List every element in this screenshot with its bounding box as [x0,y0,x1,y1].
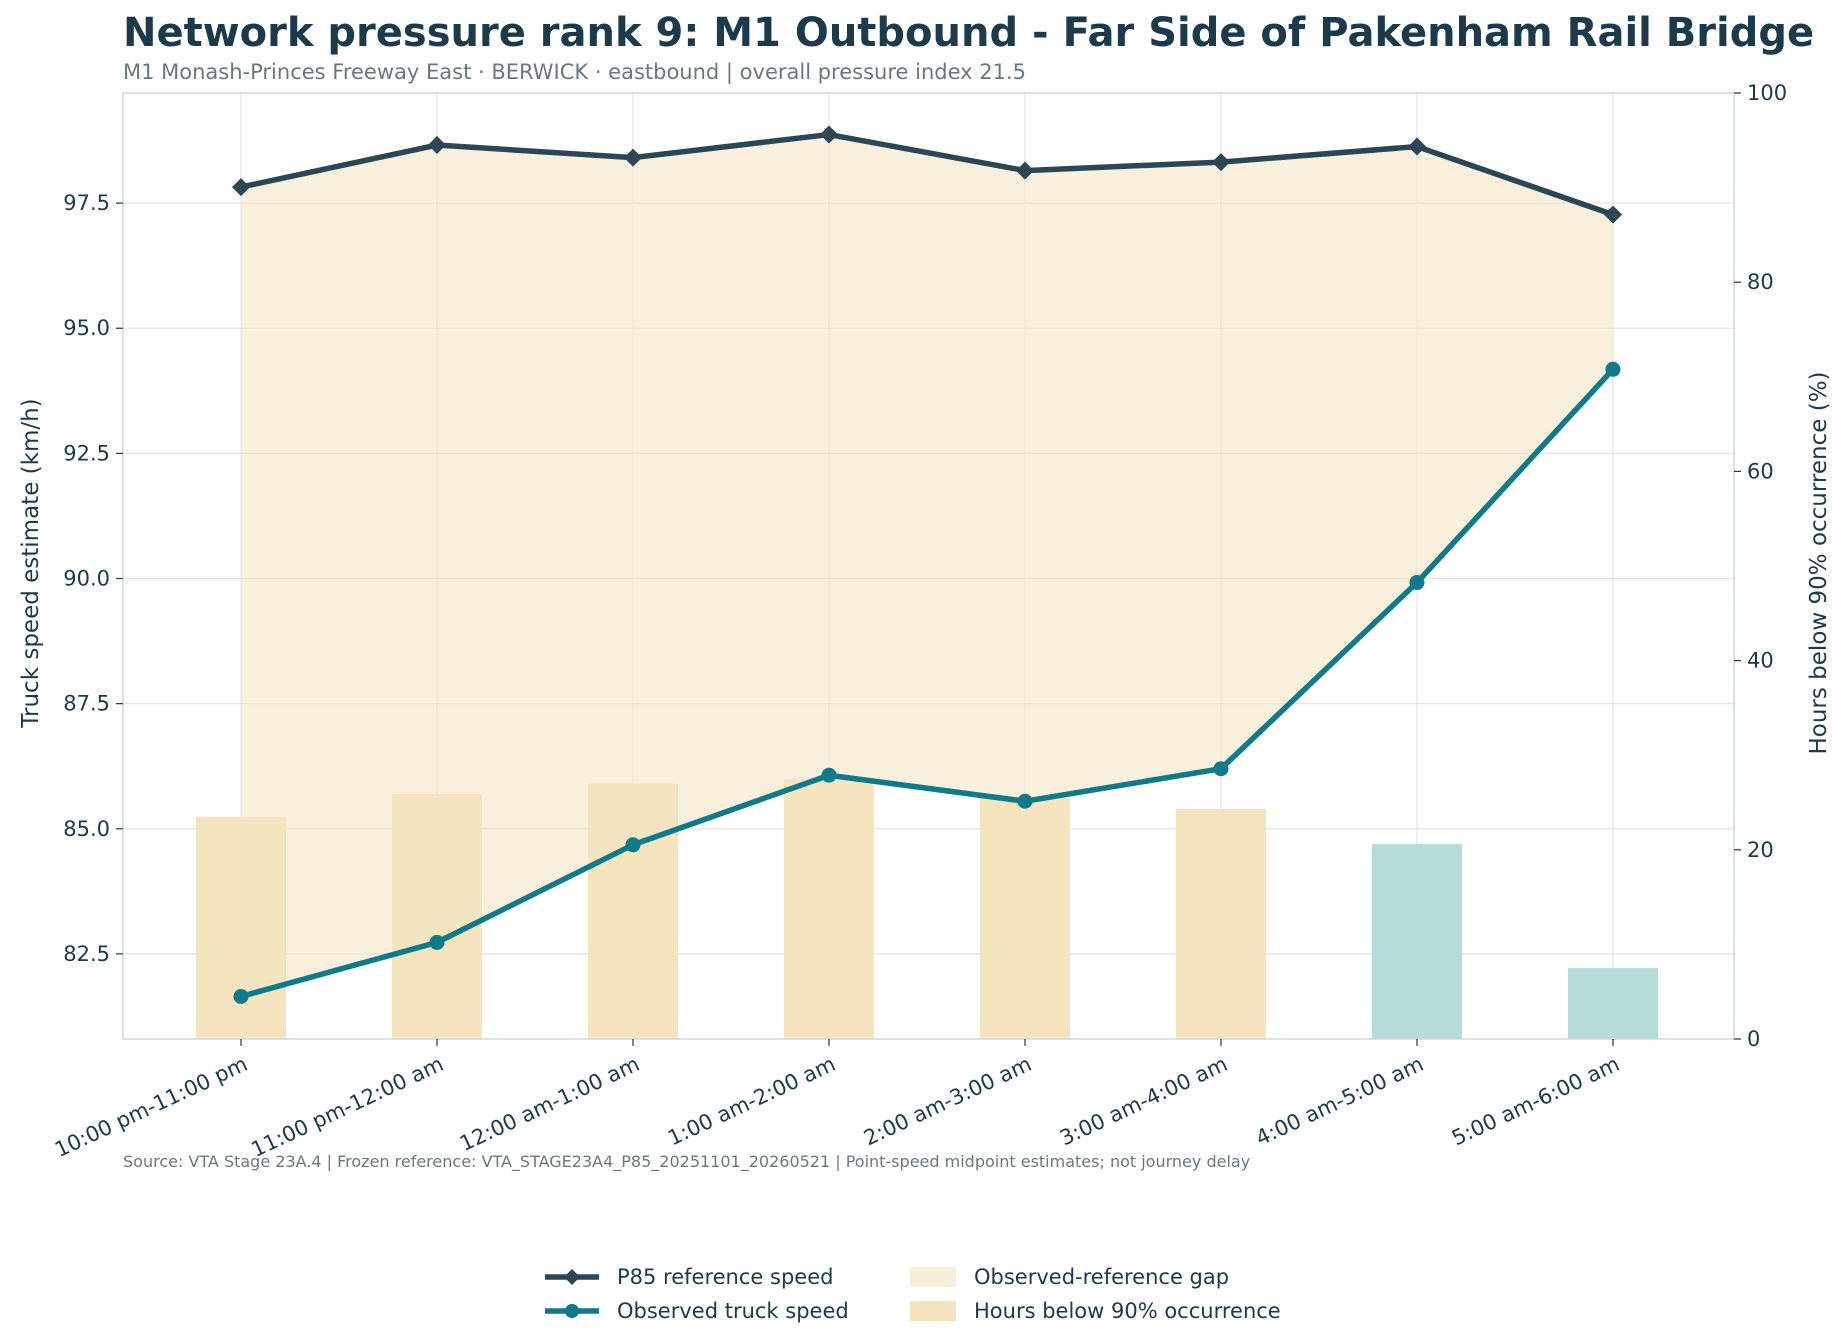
p85-reference-point [232,178,250,197]
p85-reference-point [1604,205,1622,224]
p85-reference-point [1212,153,1230,172]
y-left-tick-label: 87.5 [63,692,110,716]
y-left-tick-label: 85.0 [63,817,110,841]
x-tick-label: 5:00 am-6:00 am [1448,1052,1623,1151]
bar-hours-below [784,778,874,1039]
observed-truck-point [1605,361,1621,377]
observed-truck-point [625,837,641,853]
bar-hours-below [1176,809,1266,1039]
y-right-label: Hours below 90% occurrence (%) [1806,371,1832,754]
y-left-tick-label: 97.5 [63,191,110,215]
observed-truck-point [233,988,249,1004]
x-tick-label: 4:00 am-5:00 am [1252,1052,1427,1151]
chart-subtitle: M1 Monash-Princes Freeway East · BERWICK… [123,60,1026,85]
x-tick-label: 1:00 am-2:00 am [664,1052,839,1151]
observed-truck-point [1213,761,1229,777]
legend-label: P85 reference speed [617,1265,833,1289]
plot-frame [122,92,1735,1040]
observed-truck-point [1017,793,1033,809]
y-left-tick-label: 82.5 [63,942,110,966]
y-right-tick-label: 80 [1747,270,1774,294]
y-left-label: Truck speed estimate (km/h) [18,398,44,728]
chart-title: Network pressure rank 9: M1 Outbound - F… [123,10,1814,56]
source-note: Source: VTA Stage 23A.4 | Frozen referen… [123,1152,1250,1172]
p85-reference-line [240,131,1614,218]
y-right-tick-label: 40 [1747,649,1774,673]
bar-hours-below [1568,968,1658,1039]
legend-marker [564,1269,580,1285]
y-left-tick-label: 95.0 [63,316,110,340]
x-tick-label: 3:00 am-4:00 am [1056,1052,1231,1151]
x-tick-label: 12:00 am-1:00 am [456,1052,643,1156]
bar-hours-below [1372,844,1462,1039]
observed-truck-point [821,767,837,783]
p85-reference-point [1016,161,1034,180]
y-right-tick-label: 60 [1747,459,1774,483]
x-tick-label: 11:00 pm-12:00 am [247,1052,447,1162]
x-tick-label: 10:00 pm-11:00 pm [51,1052,251,1162]
x-tick-label: 2:00 am-3:00 am [860,1052,1035,1151]
legend-label: Observed truck speed [617,1299,849,1323]
y-left-tick-label: 92.5 [63,441,110,465]
y-right-tick-label: 20 [1747,838,1774,862]
legend-label: Hours below 90% occurrence [974,1299,1281,1323]
p85-reference-point [624,148,642,167]
gap-area [241,134,1613,997]
p85-reference-point [1408,137,1426,156]
legend-marker [565,1304,579,1318]
y-right-tick-label: 0 [1747,1027,1760,1051]
legend-patch [910,1301,956,1321]
lines [232,125,1622,1004]
observed-truck-point [1409,575,1425,591]
observed-truck-line [240,367,1616,1000]
legend: P85 reference speed Observed truck speed O… [545,1265,1281,1323]
axes [122,92,1735,1040]
y-right-tick-label: 100 [1747,81,1787,105]
y-left-tick-label: 90.0 [63,567,110,591]
p85-reference-point [428,136,446,155]
legend-patch [910,1267,956,1287]
observed-truck-point [429,934,445,950]
legend-label: Observed-reference gap [974,1265,1229,1289]
p85-reference-point [820,125,838,144]
bar-hours-below [980,797,1070,1039]
